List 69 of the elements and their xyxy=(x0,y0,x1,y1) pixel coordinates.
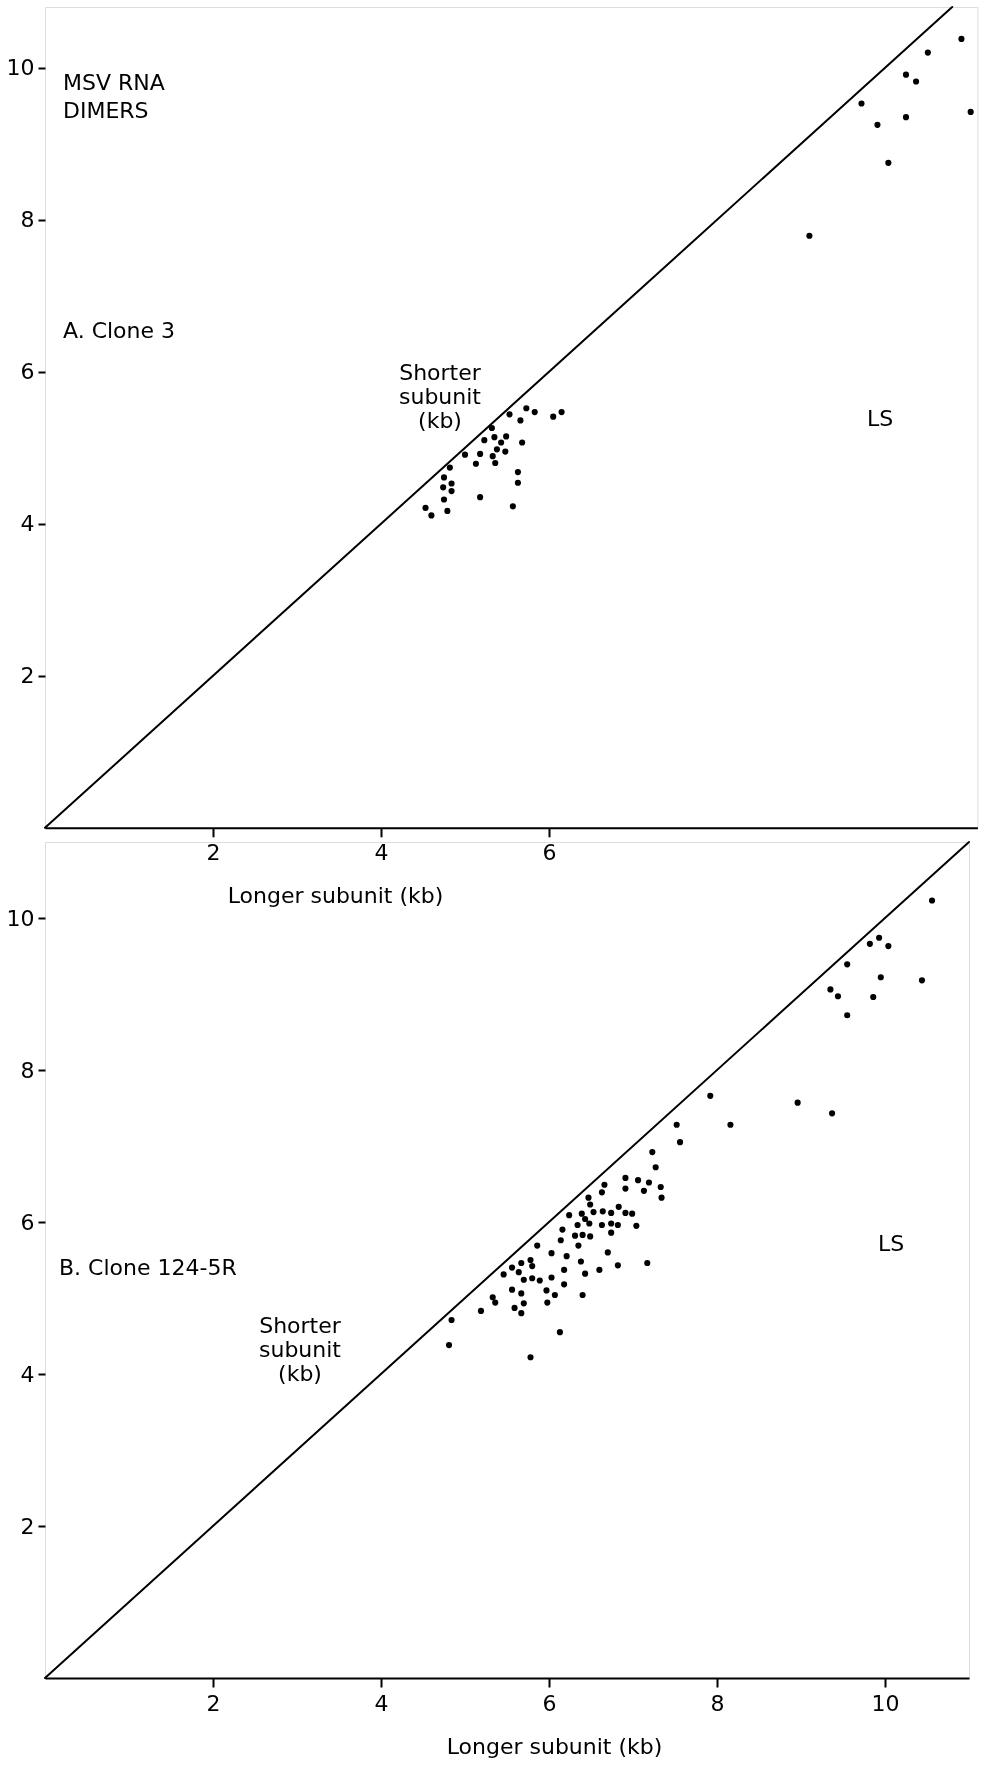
point xyxy=(958,35,965,42)
point xyxy=(902,114,910,121)
text: MSV RNA DIMERS xyxy=(63,70,165,123)
y-tick-label: 8 xyxy=(20,207,35,233)
point xyxy=(444,507,451,514)
point xyxy=(506,411,513,418)
annotation: LS xyxy=(878,1231,905,1256)
point xyxy=(517,417,524,424)
point xyxy=(498,439,505,446)
point xyxy=(492,459,499,467)
x-tick-label: 2 xyxy=(206,1690,221,1716)
point xyxy=(477,494,484,501)
point xyxy=(448,488,455,495)
point xyxy=(477,450,484,457)
y-tick-label: 10 xyxy=(6,55,35,81)
y-tick-label: 2 xyxy=(20,663,35,689)
point xyxy=(472,460,479,467)
x-axis-title: Longer subunit (kb) xyxy=(227,883,444,909)
point xyxy=(489,453,496,460)
x-tick-label: 6 xyxy=(542,1690,557,1716)
point xyxy=(440,474,448,481)
point xyxy=(422,504,429,511)
point xyxy=(531,409,538,416)
y-tick-label: 8 xyxy=(20,1057,35,1083)
point xyxy=(514,469,521,476)
point xyxy=(493,446,500,453)
y-tick-label: 4 xyxy=(20,1361,35,1387)
point xyxy=(902,71,910,78)
point xyxy=(858,100,865,107)
point xyxy=(874,121,881,128)
x-tick-label: 2 xyxy=(206,840,221,866)
point xyxy=(491,434,498,441)
x-tick-label: 8 xyxy=(710,1690,725,1716)
y-tick-label: 6 xyxy=(20,359,35,385)
point xyxy=(461,451,469,458)
x-tick-label: 4 xyxy=(374,1690,389,1716)
point xyxy=(523,405,530,412)
x-tick-label: 6 xyxy=(542,840,557,866)
point xyxy=(924,49,931,56)
x-tick-label: 4 xyxy=(374,840,389,866)
point xyxy=(550,413,557,420)
point xyxy=(509,503,516,510)
y-axis-title: Shorter subunit (kb) xyxy=(259,1313,342,1386)
annotation: A. Clone 3 xyxy=(63,318,176,343)
point xyxy=(428,512,435,519)
annotation: LS xyxy=(867,406,894,431)
y-tick-label: 2 xyxy=(20,1513,35,1539)
y-tick-label: 6 xyxy=(20,1209,35,1235)
point xyxy=(885,159,892,166)
point xyxy=(446,464,453,471)
point xyxy=(440,496,448,503)
point xyxy=(806,232,813,239)
annotation: B. Clone 124-5R xyxy=(59,1255,237,1280)
point xyxy=(488,424,495,432)
point xyxy=(481,437,488,444)
point xyxy=(514,479,521,486)
y-tick-label: 10 xyxy=(6,905,35,931)
y-axis-title: Shorter subunit (kb) xyxy=(399,360,482,433)
point xyxy=(519,439,526,446)
point xyxy=(448,480,455,487)
point xyxy=(558,409,565,416)
point xyxy=(502,448,509,455)
point xyxy=(503,433,510,440)
x-axis-title: Longer subunit (kb) xyxy=(446,1733,663,1759)
y-tick-label: 4 xyxy=(20,511,35,537)
x-tick-label: 10 xyxy=(871,1690,900,1716)
point xyxy=(967,108,974,115)
point xyxy=(440,484,447,491)
point xyxy=(913,78,920,85)
